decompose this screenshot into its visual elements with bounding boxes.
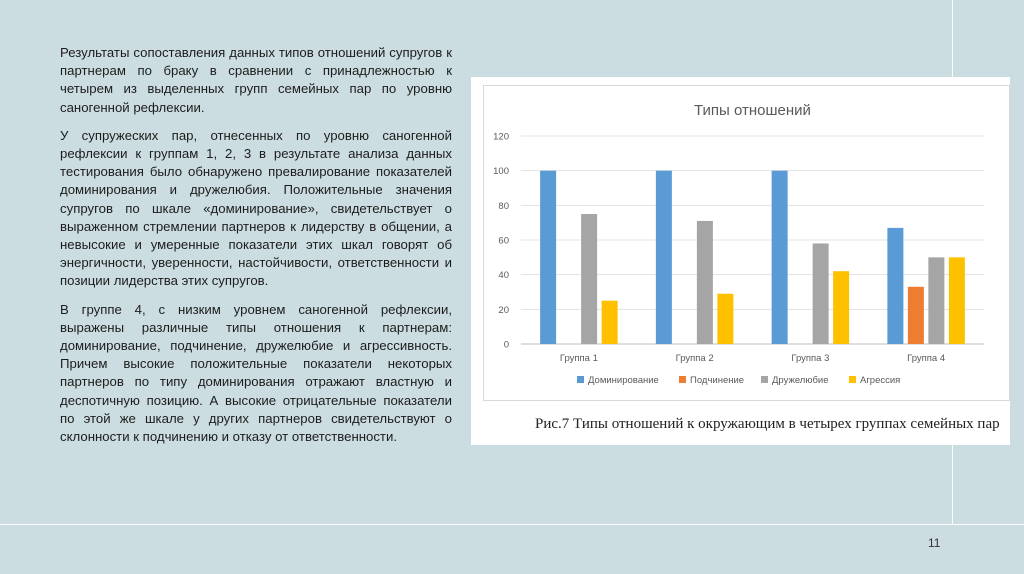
bar-1-3	[771, 170, 788, 344]
paragraph-3: В группе 4, с низким уровнем саногенной …	[60, 301, 452, 445]
y-tick-label: 100	[493, 166, 509, 177]
y-tick-label: 120	[493, 132, 509, 143]
y-tick-label: 60	[498, 236, 509, 247]
chart-title: Типы отношений	[694, 102, 811, 119]
paragraph-2: У супружеских пар, отнесенных по уровню …	[60, 127, 452, 289]
bar-1-2	[655, 170, 672, 344]
legend-swatch	[679, 376, 686, 383]
x-tick-label: Группа 1	[560, 353, 598, 364]
bar-4-3	[833, 271, 850, 344]
bar-chart: Типы отношений 0 20 40 60 80 100 120 Группа 1 Гру…	[493, 102, 984, 386]
y-tick-label: 40	[498, 270, 509, 281]
legend-label: Доминирование	[588, 375, 659, 386]
x-tick-label: Группа 4	[907, 353, 945, 364]
paragraph-1: Результаты сопоставления данных типов от…	[60, 45, 452, 115]
body-text: Результаты сопоставления данных типов от…	[60, 44, 452, 456]
y-tick-label: 80	[498, 201, 509, 212]
x-tick-label: Группа 3	[791, 353, 829, 364]
page-number: 11	[928, 536, 941, 550]
bar-3-4	[928, 257, 945, 344]
bar-1-4	[887, 227, 904, 344]
bar-1-1	[540, 170, 557, 344]
legend-swatch	[849, 376, 856, 383]
chart-frame: Типы отношений 0 20 40 60 80 100 120 Группа 1 Гру…	[483, 85, 1010, 401]
legend-label: Агрессия	[860, 375, 900, 386]
bar-4-1	[601, 300, 618, 344]
bar-3-2	[696, 220, 713, 344]
legend-label: Дружелюбие	[772, 375, 829, 386]
bar-4-4	[948, 257, 965, 344]
legend-label: Подчинение	[690, 375, 744, 386]
legend-swatch	[577, 376, 584, 383]
bar-2-4	[907, 286, 924, 344]
bar-3-1	[581, 214, 598, 344]
bar-3-3	[812, 243, 829, 344]
y-tick-label: 0	[504, 340, 509, 351]
figure-caption: Рис.7 Типы отношений к окружающим в четы…	[535, 416, 1000, 432]
horizontal-divider	[0, 524, 1024, 525]
x-tick-label: Группа 2	[676, 353, 714, 364]
legend-swatch	[761, 376, 768, 383]
bar-4-2	[717, 293, 734, 344]
y-tick-label: 20	[498, 305, 509, 316]
